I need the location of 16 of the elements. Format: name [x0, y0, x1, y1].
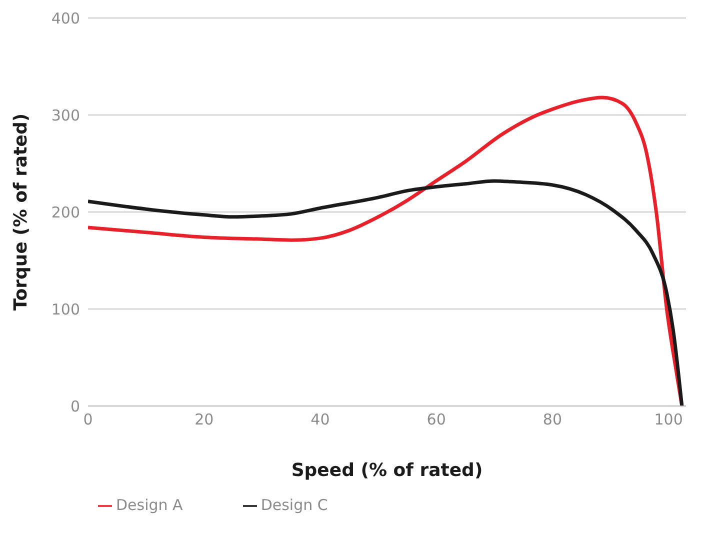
- legend-label: Design A: [116, 496, 183, 514]
- x-axis-title: Speed (% of rated): [291, 460, 483, 481]
- x-tick-label: 40: [310, 410, 330, 429]
- x-tick-label: 0: [83, 410, 93, 429]
- x-tick-label: 20: [194, 410, 214, 429]
- x-tick-label: 100: [654, 410, 683, 429]
- y-tick-label: 400: [51, 9, 80, 28]
- y-axis-title: Torque (% of rated): [10, 113, 32, 311]
- x-tick-label: 80: [542, 410, 562, 429]
- y-tick-label: 0: [70, 397, 80, 416]
- x-tick-label: 60: [426, 410, 446, 429]
- legend-label: Design C: [260, 496, 328, 514]
- y-tick-label: 100: [51, 300, 80, 318]
- y-tick-label: 300: [51, 106, 80, 124]
- line-series: [88, 179, 684, 406]
- y-tick-label: 200: [51, 203, 80, 222]
